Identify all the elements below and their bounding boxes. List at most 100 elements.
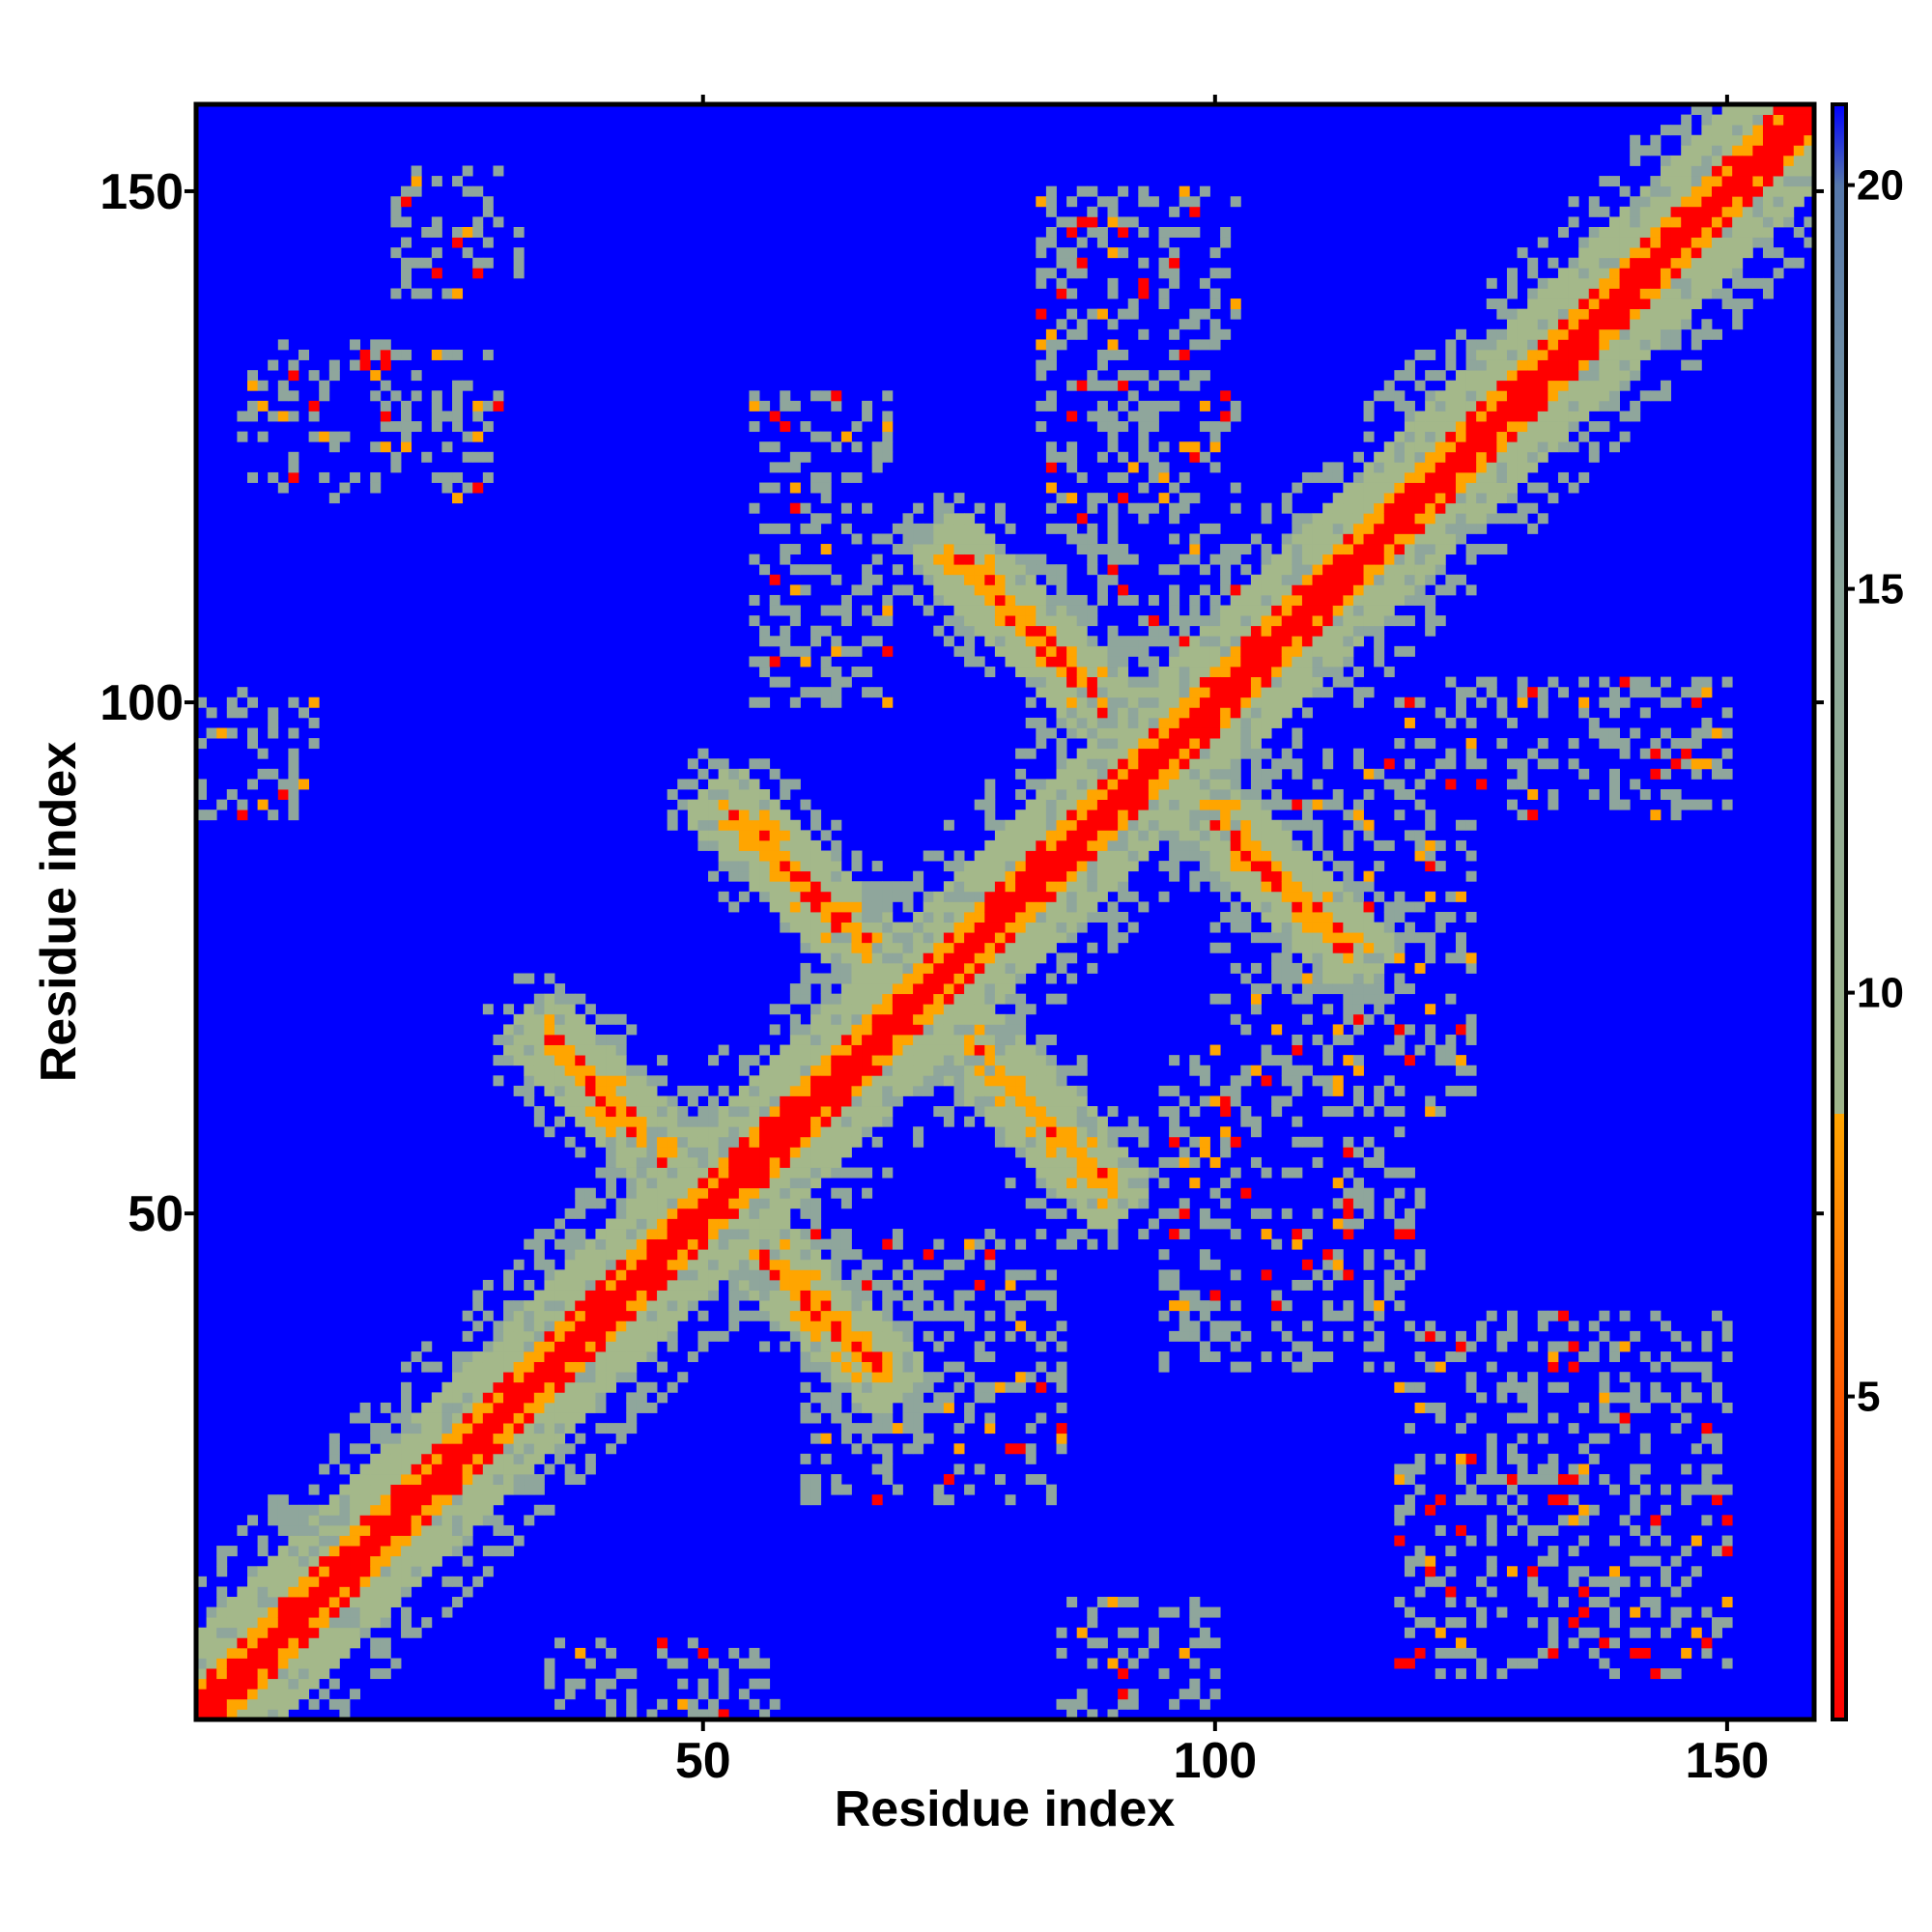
heatmap-cell [1363, 1341, 1375, 1352]
heatmap-cell [1138, 748, 1150, 759]
heatmap-cell [411, 1555, 422, 1567]
heatmap-cell [1271, 819, 1283, 831]
heatmap-cell [636, 1392, 647, 1404]
heatmap-cell [575, 1474, 586, 1486]
heatmap-cell [1107, 1208, 1119, 1219]
heatmap-cell [810, 1259, 822, 1270]
heatmap-cell [1056, 1065, 1067, 1076]
heatmap-cell [687, 1208, 698, 1219]
heatmap-cell [1138, 687, 1150, 698]
heatmap-cell [708, 1658, 720, 1669]
heatmap-cell [370, 1535, 382, 1547]
heatmap-cell [1169, 370, 1180, 382]
heatmap-cell [831, 1372, 842, 1383]
heatmap-cell [749, 1116, 760, 1127]
heatmap-cell [1352, 983, 1364, 995]
heatmap-cell [1127, 298, 1139, 310]
heatmap-cell [1383, 1075, 1395, 1087]
heatmap-cell [1015, 839, 1027, 851]
heatmap-cell [708, 1055, 720, 1066]
heatmap-cell [862, 1044, 873, 1056]
heatmap-cell [953, 881, 965, 893]
heatmap-cell [226, 696, 238, 708]
heatmap-cell [554, 1004, 566, 1015]
heatmap-cell [871, 636, 883, 647]
heatmap-cell [1036, 727, 1047, 739]
heatmap-cell [1056, 1423, 1067, 1435]
heatmap-cell [1374, 564, 1385, 576]
heatmap-cell [1076, 1187, 1088, 1199]
heatmap-cell [606, 1698, 617, 1710]
heatmap-cell [626, 1095, 638, 1107]
heatmap-cell [626, 1136, 638, 1148]
heatmap-cell [697, 748, 709, 759]
heatmap-cell [1261, 1075, 1272, 1087]
heatmap-cell [1015, 1004, 1027, 1015]
heatmap-cell [933, 952, 945, 964]
heatmap-cell [298, 1617, 310, 1629]
heatmap-cell [636, 1402, 647, 1413]
heatmap-cell [831, 962, 842, 974]
heatmap-cell [1066, 687, 1078, 698]
heatmap-cell [1189, 554, 1201, 565]
heatmap-cell [1127, 768, 1139, 780]
heatmap-cell [1169, 707, 1180, 719]
heatmap-cell [1261, 707, 1272, 719]
heatmap-cell [1322, 1310, 1334, 1321]
heatmap-cell [974, 605, 985, 616]
heatmap-cell [1118, 799, 1129, 810]
heatmap-cell [892, 544, 903, 555]
heatmap-cell [1332, 932, 1344, 944]
heatmap-cell [1220, 942, 1232, 953]
heatmap-cell [882, 1034, 894, 1045]
heatmap-cell [493, 1463, 504, 1475]
heatmap-cell [1036, 656, 1047, 668]
heatmap-cell [923, 523, 934, 534]
heatmap-cell [401, 1535, 412, 1547]
heatmap-cell [1158, 400, 1170, 412]
heatmap-cell [482, 1004, 494, 1015]
heatmap-cell [820, 471, 832, 483]
heatmap-cell [780, 1310, 791, 1321]
heatmap-cell [1076, 1106, 1088, 1118]
heatmap-cell [1209, 594, 1221, 606]
heatmap-cell [380, 1637, 391, 1649]
heatmap-cell [810, 870, 822, 882]
heatmap-cell [667, 1178, 678, 1189]
heatmap-cell [503, 1330, 515, 1342]
heatmap-cell [964, 1116, 976, 1127]
heatmap-cell [1261, 1208, 1272, 1219]
heatmap-cell [1220, 237, 1232, 248]
heatmap-cell [575, 1372, 586, 1383]
heatmap-cell [789, 983, 801, 995]
heatmap-cell [350, 1546, 361, 1557]
heatmap-cell [1312, 861, 1323, 872]
heatmap-cell [933, 533, 945, 545]
heatmap-cell [728, 789, 740, 800]
heatmap-cell [606, 1044, 617, 1056]
heatmap-cell [1220, 891, 1232, 902]
heatmap-cell [1374, 1095, 1385, 1107]
heatmap-cell [1312, 656, 1323, 668]
heatmap-cell [749, 789, 760, 800]
heatmap-cell [677, 1229, 689, 1240]
heatmap-cell [1189, 667, 1201, 678]
heatmap-cell [482, 1443, 494, 1455]
heatmap-cell [1107, 1178, 1119, 1189]
heatmap-cell [1383, 952, 1395, 964]
heatmap-cell [933, 554, 945, 565]
heatmap-cell [247, 696, 259, 708]
heatmap-cell [1374, 861, 1385, 872]
heatmap-cell [1148, 738, 1159, 750]
heatmap-cell [738, 819, 750, 831]
heatmap-cell [810, 1167, 822, 1179]
heatmap-cell [964, 1044, 976, 1056]
heatmap-cell [1271, 861, 1283, 872]
heatmap-cell [923, 912, 934, 923]
heatmap-cell [1138, 738, 1150, 750]
heatmap-cell [452, 1351, 464, 1363]
heatmap-cell [544, 1392, 555, 1404]
heatmap-cell [1240, 1330, 1252, 1342]
heatmap-cell [1189, 1065, 1201, 1076]
heatmap-cell [800, 870, 811, 882]
